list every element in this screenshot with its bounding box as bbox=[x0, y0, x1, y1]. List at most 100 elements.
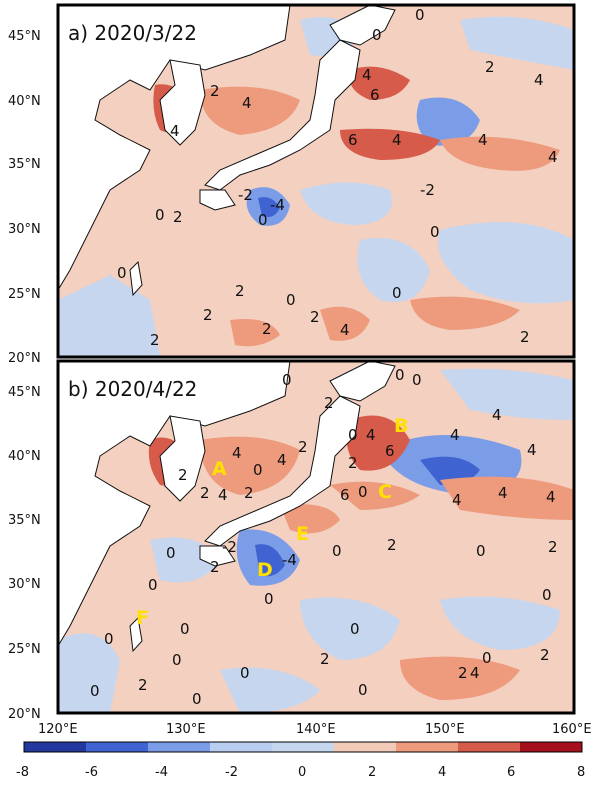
contour-label: 2 bbox=[548, 538, 558, 556]
contour-label: 2 bbox=[203, 306, 213, 324]
landmass-taiwan bbox=[129, 260, 143, 297]
contour-label: 2 bbox=[520, 328, 530, 346]
contour-label: 4 bbox=[498, 484, 508, 502]
y-tick-label: 30°N bbox=[8, 222, 41, 237]
cold-core bbox=[255, 544, 285, 577]
contour-label: 0 bbox=[172, 651, 182, 669]
contour-label: 0 bbox=[358, 483, 368, 501]
warm-patch bbox=[410, 296, 520, 330]
colorbar-swatch bbox=[210, 742, 273, 752]
contour-label: 2 bbox=[244, 484, 254, 502]
contour-label: 2 bbox=[458, 664, 468, 682]
contour-label: -4 bbox=[282, 551, 297, 569]
contour-label: 0 bbox=[286, 291, 296, 309]
cold-patch bbox=[438, 222, 574, 304]
colorbar-swatch bbox=[520, 742, 583, 752]
contour-label: 0 bbox=[372, 26, 382, 44]
region-label-c: C bbox=[378, 481, 392, 503]
panel-a-y-axis: 45°N 40°N 35°N 30°N 25°N 20°N bbox=[8, 29, 41, 366]
contour-label: 0 bbox=[476, 542, 486, 560]
cold-patch bbox=[300, 597, 400, 660]
panel-a-map bbox=[58, 5, 574, 357]
contour-label: 0 bbox=[395, 366, 405, 384]
warm-patch bbox=[320, 306, 370, 341]
cold-patch bbox=[58, 633, 120, 713]
colorbar-tick-label: -2 bbox=[225, 765, 238, 780]
contour-label: 4 bbox=[534, 71, 544, 89]
contour-label: 2 bbox=[138, 676, 148, 694]
panel-b-y-axis: 45°N 40°N 35°N 30°N 25°N 20°N bbox=[8, 385, 41, 722]
landmass-korea bbox=[159, 59, 206, 146]
contour-label: 4 bbox=[546, 488, 556, 506]
colorbar-tick-label: -6 bbox=[85, 765, 98, 780]
contour-label: 0 bbox=[482, 649, 492, 667]
colorbar-swatch bbox=[148, 742, 211, 752]
x-tick-label: 150°E bbox=[425, 722, 465, 737]
colorbar-swatch bbox=[272, 742, 335, 752]
contour-label: 4 bbox=[452, 491, 462, 509]
contour-label: 4 bbox=[340, 321, 350, 339]
x-tick-label: 130°E bbox=[166, 722, 206, 737]
contour-label: 6 bbox=[348, 131, 358, 149]
landmass-taiwan bbox=[129, 616, 143, 653]
contour-label: 0 bbox=[258, 211, 268, 229]
contour-label: 2 bbox=[200, 484, 210, 502]
contour-label: 0 bbox=[148, 576, 158, 594]
contour-label: 6 bbox=[370, 86, 380, 104]
y-tick-label: 30°N bbox=[8, 577, 41, 592]
cold-patch bbox=[416, 97, 480, 146]
x-tick-label: 120°E bbox=[38, 722, 78, 737]
contour-label: 0 bbox=[430, 223, 440, 241]
landmass-korea bbox=[159, 415, 206, 502]
colorbar-swatch bbox=[86, 742, 149, 752]
contour-label: 2 bbox=[348, 454, 358, 472]
cold-core bbox=[258, 197, 280, 217]
contour-label: 0 bbox=[155, 206, 165, 224]
warm-patch bbox=[440, 476, 574, 520]
contour-label: 2 bbox=[210, 558, 220, 576]
x-tick-label: 140°E bbox=[296, 722, 336, 737]
cold-patch bbox=[300, 182, 392, 225]
landmass-asia bbox=[58, 5, 291, 291]
contour-label: 4 bbox=[450, 426, 460, 444]
contour-label: 2 bbox=[210, 82, 220, 100]
colorbar-tick-label: 0 bbox=[298, 765, 306, 780]
contour-label: 0 bbox=[90, 682, 100, 700]
colorbar-tick-label: 2 bbox=[368, 765, 376, 780]
warm-patch bbox=[346, 415, 410, 471]
region-label-b: B bbox=[394, 415, 408, 437]
contour-label: -4 bbox=[270, 196, 285, 214]
colorbar-frame bbox=[23, 741, 583, 753]
warm-patch bbox=[200, 86, 300, 135]
y-tick-label: 40°N bbox=[8, 94, 41, 109]
panel-b-frame bbox=[56, 359, 576, 715]
contour-label: 4 bbox=[277, 451, 287, 469]
contour-label: 4 bbox=[362, 66, 372, 84]
colorbar-tick-label: 4 bbox=[438, 765, 446, 780]
panel-b-map bbox=[58, 361, 574, 713]
panel-a-frame bbox=[56, 3, 576, 359]
x-axis: 120°E 130°E 140°E 150°E 160°E bbox=[38, 722, 592, 737]
region-label-a: A bbox=[212, 458, 227, 480]
y-tick-label: 35°N bbox=[8, 513, 41, 528]
y-tick-label: 45°N bbox=[8, 385, 41, 400]
colorbar-swatch bbox=[334, 742, 397, 752]
contour-label: 4 bbox=[392, 131, 402, 149]
contour-label: 2 bbox=[150, 331, 160, 349]
cold-patch bbox=[357, 238, 430, 302]
panel-b: b) 2020/4/22 4 4 2 2 4 2 0 2 0 4 6 2 6 0… bbox=[8, 359, 576, 722]
contour-label: 4 bbox=[366, 426, 376, 444]
colorbar-tick-label: -4 bbox=[155, 765, 168, 780]
contour-label: 0 bbox=[282, 371, 292, 389]
contour-label: 0 bbox=[392, 284, 402, 302]
warm-patch bbox=[400, 656, 520, 700]
warm-patch bbox=[230, 319, 280, 347]
contour-label: 0 bbox=[180, 620, 190, 638]
region-label-d: D bbox=[257, 559, 273, 581]
contour-label: 2 bbox=[324, 394, 334, 412]
contour-label: 2 bbox=[178, 466, 188, 484]
warm-patch bbox=[330, 481, 420, 510]
contour-label: 0 bbox=[542, 586, 552, 604]
contour-label: 0 bbox=[104, 630, 114, 648]
